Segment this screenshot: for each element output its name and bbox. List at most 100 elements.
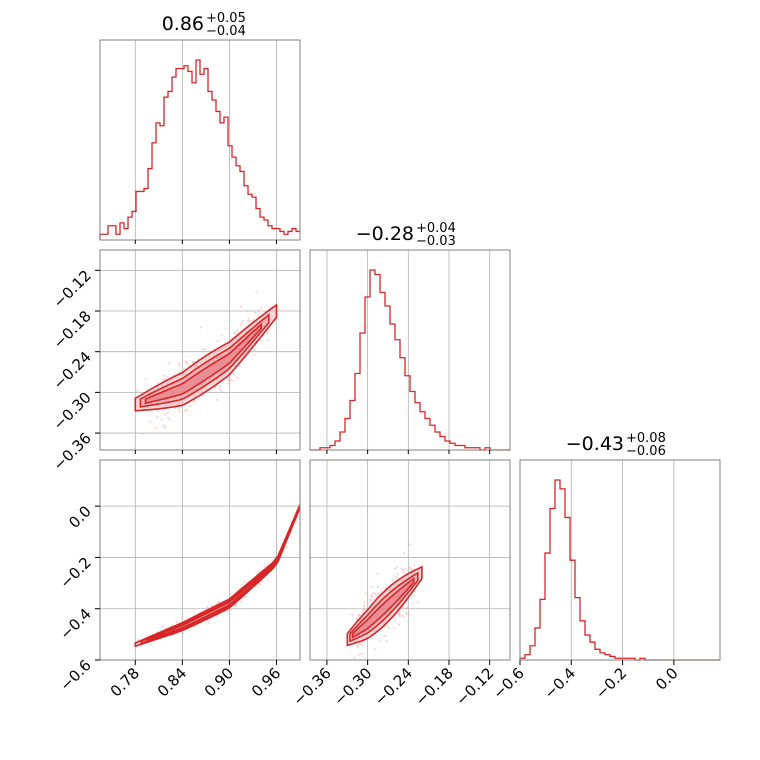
sample-point: [369, 595, 372, 598]
title-minus: −0.06: [626, 444, 666, 459]
sample-point: [400, 567, 403, 570]
sample-point: [295, 520, 298, 523]
sample-point: [356, 645, 359, 648]
histogram-param-2: [519, 479, 720, 661]
sample-point: [239, 324, 242, 327]
sample-point: [184, 361, 188, 365]
title-median: −0.43: [566, 433, 624, 455]
sample-point: [360, 652, 363, 656]
sample-point: [388, 626, 391, 629]
title-param-2: −0.43 +0.08−0.06: [566, 431, 666, 459]
sample-point: [376, 572, 379, 575]
sample-point: [224, 327, 227, 330]
sample-point: [255, 291, 258, 294]
sample-point: [260, 307, 263, 310]
sample-point: [393, 619, 396, 623]
panel-frame-1-1: [309, 249, 511, 451]
sample-point: [136, 389, 139, 392]
sample-point: [364, 592, 367, 595]
sample-point: [257, 309, 260, 312]
y-tick-label: −0.6: [56, 656, 94, 694]
sample-point: [402, 571, 405, 574]
sample-point: [363, 604, 366, 607]
sample-point: [358, 613, 361, 616]
x-tick-label: −0.12: [452, 664, 497, 709]
panel-frame-0-0: [99, 39, 301, 241]
sample-point: [380, 589, 383, 592]
sample-point: [240, 305, 243, 308]
sample-point: [185, 408, 189, 411]
sample-point: [163, 413, 166, 416]
x-tick-label: −0.24: [371, 664, 416, 709]
sample-point: [396, 573, 399, 576]
sample-point: [248, 320, 251, 323]
sample-point: [229, 608, 232, 611]
sample-point: [238, 364, 241, 368]
x-tick-label: −0.36: [290, 664, 335, 709]
sample-point: [235, 603, 238, 606]
pair-0-1: [134, 291, 278, 435]
sample-point: [218, 387, 221, 390]
sample-point: [404, 611, 407, 614]
sample-point: [258, 570, 261, 573]
sample-point: [405, 606, 408, 609]
sample-point: [259, 583, 262, 586]
sample-point: [357, 653, 360, 656]
sample-point: [246, 310, 249, 313]
panel-frame-1-0: [99, 249, 301, 451]
sample-point: [398, 613, 401, 616]
sample-point: [232, 379, 235, 382]
sample-point: [359, 643, 362, 646]
sample-point: [362, 609, 365, 612]
sample-point: [161, 424, 164, 427]
x-tick-label: 0.96: [248, 664, 284, 700]
sample-point: [172, 373, 175, 377]
sample-point: [226, 382, 229, 385]
density-contour: [146, 547, 283, 642]
histogram-param-0: [99, 59, 300, 240]
sample-point: [363, 600, 366, 604]
sample-point: [371, 595, 374, 598]
sample-point: [178, 410, 181, 413]
density-contour: [140, 526, 292, 645]
sample-point: [391, 579, 394, 582]
sample-point: [228, 377, 231, 380]
x-tick-label: −0.30: [330, 664, 375, 709]
sample-point: [402, 552, 405, 555]
sample-point: [411, 602, 414, 605]
y-tick-label: −0.24: [50, 348, 95, 393]
sample-point: [144, 378, 147, 381]
sample-point: [398, 611, 401, 614]
panel-frame-2-0: [99, 459, 301, 661]
sample-point: [263, 565, 266, 568]
density-contour: [134, 504, 300, 648]
sample-point: [208, 621, 211, 624]
sample-point: [162, 374, 166, 377]
sample-point: [363, 608, 366, 611]
sample-point: [201, 348, 205, 351]
sample-point: [210, 604, 214, 607]
sample-point: [376, 586, 380, 589]
sample-point: [204, 347, 207, 351]
sample-point: [149, 644, 152, 647]
sample-point: [181, 632, 185, 635]
sample-point: [258, 582, 261, 585]
sample-point: [141, 432, 144, 435]
sample-point: [247, 317, 250, 320]
sample-point: [369, 599, 373, 602]
y-tick-label: −0.12: [50, 266, 95, 311]
title-param-1: −0.28 +0.04−0.03: [356, 221, 456, 249]
sample-point: [399, 614, 402, 618]
y-tick-label: 0.0: [65, 502, 95, 532]
x-tick-label: 0.78: [107, 664, 143, 700]
sample-point: [166, 375, 170, 379]
sample-point: [156, 415, 159, 419]
x-tick-label: 0.0: [652, 664, 682, 694]
title-minus: −0.04: [206, 24, 246, 39]
sample-point: [220, 334, 223, 337]
sample-point: [219, 385, 222, 388]
sample-point: [178, 364, 181, 367]
sample-point: [189, 404, 192, 407]
sample-point: [182, 367, 185, 370]
sample-point: [168, 418, 171, 421]
